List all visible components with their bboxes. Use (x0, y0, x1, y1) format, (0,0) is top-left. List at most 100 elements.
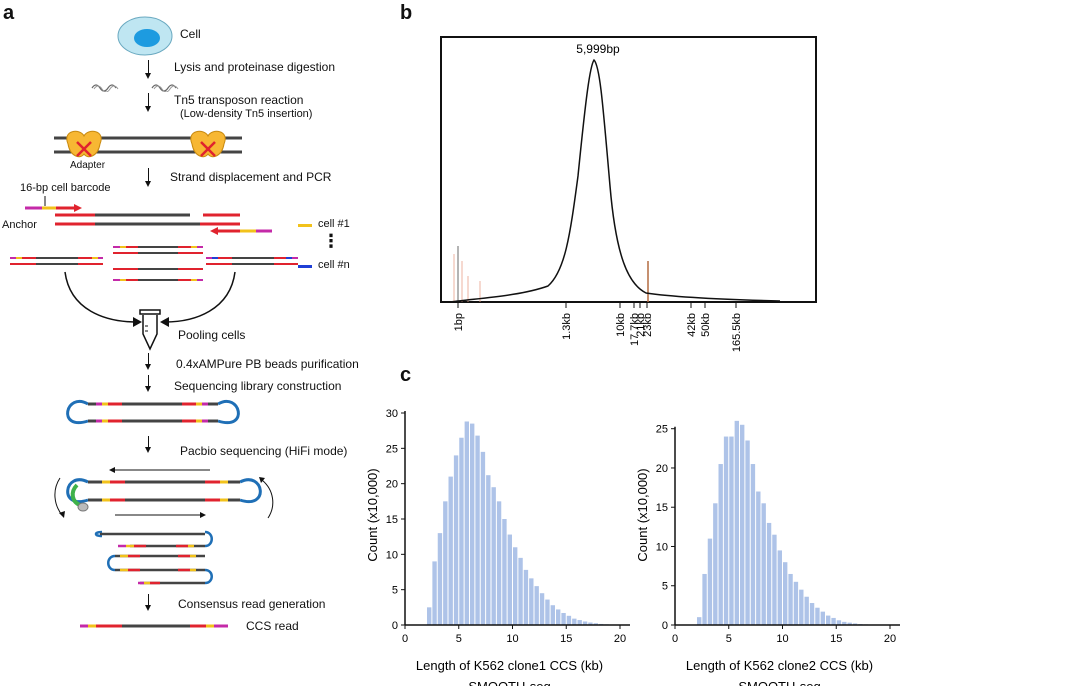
histogram-bar (502, 519, 507, 625)
y-tick-label: 25 (386, 443, 398, 455)
histogram-bar (561, 612, 566, 625)
histogram-bar (734, 420, 739, 625)
histogram-bar (534, 586, 539, 625)
tn5-enzyme-icon (66, 130, 102, 158)
histogram-bar (718, 464, 723, 625)
histogram-bar (804, 596, 809, 625)
pooling-arrows (64, 271, 236, 327)
tick-label: 1bp (453, 313, 465, 331)
pooling-label: Pooling cells (178, 328, 246, 342)
tick-label: 165.5kb (731, 313, 743, 352)
size-distribution-curve (449, 58, 781, 303)
x-tick-label: 20 (614, 633, 626, 645)
cell1-legend-swatch (298, 224, 312, 227)
celln-legend-swatch (298, 265, 312, 268)
tick-label: 1.3kb (561, 313, 573, 340)
histogram-bar (566, 615, 572, 625)
y-tick-label: 0 (662, 620, 668, 632)
tn5-enzyme-icon (190, 130, 226, 158)
panel-label-b: b (400, 2, 413, 24)
histogram-bar (826, 615, 831, 625)
pcr-products-diagram (25, 196, 272, 235)
y-tick-label: 10 (656, 541, 668, 553)
histogram-bar (556, 609, 561, 625)
x-tick-label: 15 (560, 633, 572, 645)
y-tick-label: 20 (386, 479, 398, 491)
panel-c-histograms: 0 5 10 15 20 0 5 10 15 20 25 30 Count (x10,000) Lengt… (365, 408, 900, 686)
adapter-label: Adapter (70, 160, 106, 171)
histogram-bar (448, 476, 453, 625)
x-axis-label: Length of K562 clone2 CCS (kb) (686, 658, 873, 673)
histogram-bar (702, 573, 707, 625)
histogram-bar (713, 503, 718, 625)
histogram-bar (572, 618, 577, 625)
histogram-bar (809, 603, 815, 625)
y-tick-label: 15 (386, 514, 398, 526)
subreads-diagram (94, 530, 213, 585)
celln-label: cell #n (318, 259, 350, 271)
cell1-label: cell #1 (318, 218, 350, 230)
histogram-bar (475, 435, 480, 625)
histogram-bar (539, 593, 545, 625)
x-tick-label: 20 (884, 633, 896, 645)
cell-label: Cell (180, 27, 201, 41)
smrtbell-diagram (66, 400, 240, 425)
x-tick-label: 5 (456, 633, 462, 645)
histogram-bar (836, 620, 842, 625)
step-strand-displacement: Strand displacement and PCR (170, 170, 332, 184)
histogram-bar (831, 617, 836, 625)
histogram-bar (529, 578, 534, 625)
histogram-bar (496, 501, 502, 625)
tube-icon (139, 309, 161, 351)
peak-label: 5,999bp (576, 42, 620, 56)
x-tick-label: 15 (830, 633, 842, 645)
step-ampure: 0.4xAMPure PB beads purification (176, 357, 359, 371)
x-tick-label: 0 (672, 633, 678, 645)
histogram-bar (697, 617, 702, 625)
step-pacbio: Pacbio sequencing (HiFi mode) (180, 444, 348, 458)
ccs-read-icon (80, 624, 228, 628)
arrow-down-icon (145, 168, 151, 187)
histogram-bar (486, 475, 491, 625)
hifi-sequencing-diagram (54, 467, 274, 519)
histogram-bar (453, 455, 459, 625)
histogram-bar (464, 421, 469, 625)
chart-subtitle: SMOOTH-seq (468, 679, 550, 686)
histogram-bar (588, 622, 593, 625)
histogram-bar (740, 424, 745, 625)
histogram-bar (470, 423, 475, 625)
histogram-bar (480, 451, 486, 625)
tn5-insertion-diagram (54, 130, 242, 158)
arrow-down-icon (145, 594, 151, 611)
tick-label: 42kb (686, 313, 698, 337)
y-tick-label: 25 (656, 424, 668, 436)
tick-label: 17.7kb (629, 313, 641, 346)
histogram-bar (756, 491, 761, 625)
y-axis-label: Count (x10,000) (365, 468, 380, 561)
y-tick-label: 5 (392, 585, 398, 597)
arrow-down-icon (145, 375, 151, 392)
histogram-bar (842, 621, 847, 625)
histogram-bar (545, 599, 550, 625)
histogram-bar (432, 561, 437, 625)
tick-label: 50kb (700, 313, 712, 337)
anchor-label: Anchor (2, 219, 37, 231)
step-tn5: Tn5 transposon reaction (174, 93, 304, 107)
histogram-bar (459, 437, 464, 625)
histogram-bar (523, 569, 529, 625)
histogram-bar (582, 621, 588, 625)
histogram-bar (820, 611, 825, 625)
histogram-bar (847, 622, 852, 625)
barcode-label: 16-bp cell barcode (20, 182, 111, 194)
y-tick-label: 30 (386, 408, 398, 420)
step-library: Sequencing library construction (174, 379, 342, 393)
panel-label-a: a (3, 2, 15, 24)
tick-label: 23kb (642, 313, 654, 337)
histogram-bar (491, 487, 496, 625)
step-consensus: Consensus read generation (178, 597, 326, 611)
histogram-bar (507, 534, 512, 625)
histogram-1: 0 5 10 15 20 0 5 10 15 20 25 30 Count (x10,000) Lengt… (365, 408, 630, 686)
histogram-bar (777, 550, 782, 625)
